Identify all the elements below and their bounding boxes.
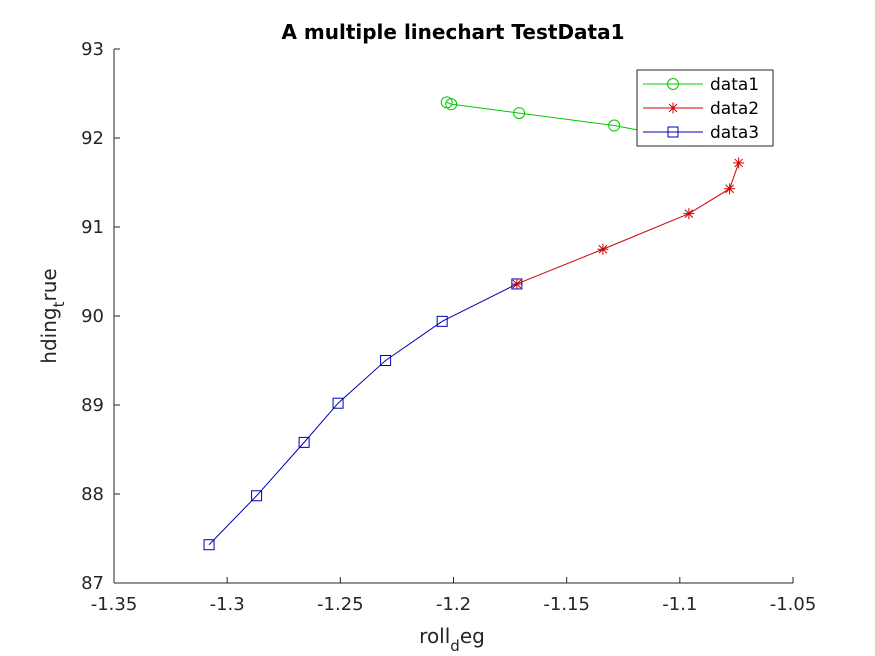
data-point-data3-shape — [380, 355, 392, 366]
legend-entry-data2: data2 — [643, 99, 759, 119]
data-point-data2 — [733, 157, 745, 169]
data-point-data1-shape — [445, 98, 458, 111]
legend: data1 data2 data3 — [636, 69, 774, 147]
data-point-data3-shape — [203, 539, 215, 551]
data-point-data3 — [511, 278, 523, 290]
y-tick-label: 88 — [81, 484, 104, 505]
series-line-data3 — [208, 283, 518, 546]
y-tick-label: 92 — [81, 128, 104, 149]
legend-marker-shape — [667, 78, 679, 90]
data-point-data1 — [445, 98, 458, 111]
data-point-data3-shape — [251, 490, 263, 502]
data-point-data1-shape — [608, 119, 621, 132]
x-tick-label: -1.2 — [436, 594, 471, 615]
x-ticks: -1.35 -1.3 -1.25 -1.2 -1.15 -1.1 -1.05 — [91, 577, 817, 615]
data-point-data3-shape — [436, 315, 448, 327]
x-tick-label: -1.25 — [317, 594, 364, 615]
legend-entry-data3: data3 — [643, 123, 759, 143]
data-point-data3-shape — [298, 436, 310, 448]
x-axis-label: rolldeg — [419, 624, 485, 655]
x-axis-label-rest: eg — [460, 624, 485, 648]
legend-marker-shape — [667, 126, 679, 138]
data-point-data1 — [513, 107, 526, 120]
data-point-data2-shape — [597, 243, 609, 255]
y-tick-label: 93 — [81, 39, 104, 60]
y-axis-label-sub: t — [50, 301, 68, 307]
data-point-data3 — [380, 355, 392, 366]
data-point-data3-shape — [332, 397, 344, 409]
data-point-data3 — [298, 436, 310, 448]
x-tick-label: -1.3 — [210, 594, 245, 615]
y-ticks: 87 88 89 90 91 92 93 — [81, 39, 120, 594]
data-point-data3-shape — [511, 278, 523, 290]
x-axis-label-main: roll — [419, 624, 450, 648]
x-tick-label: -1.05 — [770, 594, 817, 615]
legend-marker — [667, 126, 679, 138]
legend-entry-data1: data1 — [643, 75, 759, 95]
data-point-data2 — [683, 208, 695, 220]
y-tick-label: 90 — [81, 306, 104, 327]
data-point-data3 — [251, 490, 263, 502]
legend-label: data1 — [710, 75, 759, 95]
chart-title: A multiple linechart TestData1 — [281, 20, 624, 44]
x-tick-label: -1.15 — [543, 594, 590, 615]
data-point-data2-shape — [683, 208, 695, 220]
x-axis-label-sub: d — [450, 637, 460, 655]
data-point-data2 — [597, 243, 609, 255]
legend-marker — [667, 102, 679, 114]
legend-marker-shape — [667, 102, 679, 114]
y-axis-label-rest: rue — [37, 268, 61, 301]
series-layer — [203, 96, 745, 551]
data-point-data2 — [724, 183, 736, 195]
data-point-data1 — [608, 119, 621, 132]
data-point-data1-shape — [513, 107, 526, 120]
y-axis-label: hdingtrue — [37, 268, 68, 363]
data-point-data3 — [332, 397, 344, 409]
y-tick-label: 87 — [81, 573, 104, 594]
y-tick-label: 89 — [81, 395, 104, 416]
x-tick-label: -1.1 — [662, 594, 697, 615]
data-point-data3 — [203, 539, 215, 551]
x-tick-label: -1.35 — [91, 594, 138, 615]
legend-marker — [667, 78, 679, 90]
series-data3 — [203, 278, 523, 551]
data-point-data2-shape — [733, 157, 745, 169]
y-tick-label: 91 — [81, 217, 104, 238]
data-point-data2-shape — [724, 183, 736, 195]
legend-label: data2 — [710, 99, 759, 119]
data-point-data3 — [436, 315, 448, 327]
legend-label: data3 — [710, 123, 759, 143]
y-axis-label-main: hding — [37, 307, 61, 363]
